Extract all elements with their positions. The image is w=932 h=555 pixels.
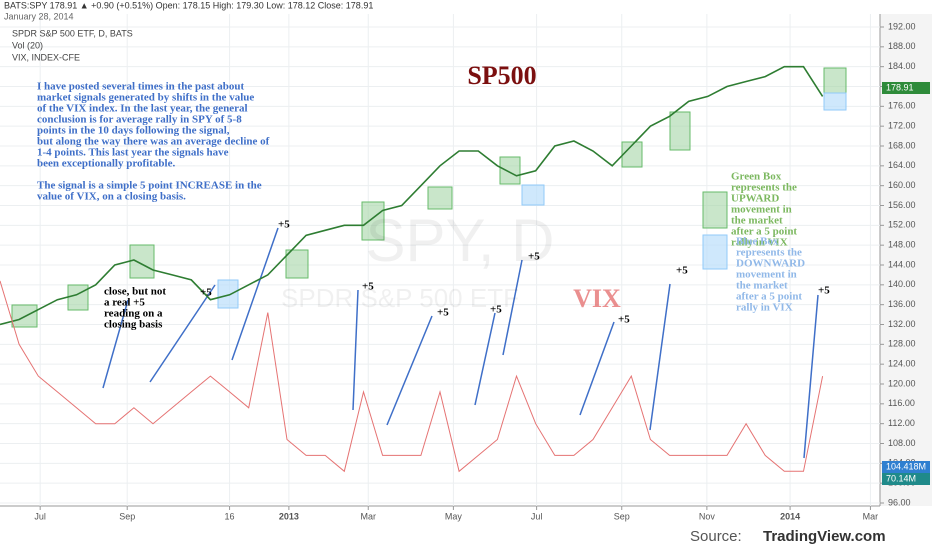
- x-tick-label: May: [445, 511, 463, 521]
- note-line: market signals generated by shifts in th…: [37, 92, 254, 104]
- blue-note-line: DOWNWARD: [736, 258, 805, 270]
- blue-note-line: movement in: [736, 269, 797, 281]
- green-note-line: UPWARD: [731, 193, 779, 205]
- note-line: I have posted several times in the past …: [37, 81, 245, 93]
- legend-item: Vol (20): [12, 40, 43, 50]
- y-tick-label: 120.00: [888, 378, 916, 388]
- y-tick-label: 188.00: [888, 41, 916, 51]
- y-tick-label: 184.00: [888, 61, 916, 71]
- y-tick-label: 176.00: [888, 101, 916, 111]
- signal-boxes: [11, 67, 847, 328]
- green-note-line: movement in: [731, 204, 792, 216]
- price-line: [0, 65, 824, 326]
- y-tick-label: 116.00: [888, 398, 915, 408]
- note-line: points in the 10 days following the sign…: [37, 125, 230, 137]
- price-badge-label: 104.418M: [886, 461, 926, 471]
- price-badge-label: 178.91: [886, 82, 914, 92]
- y-tick-label: 156.00: [888, 200, 916, 210]
- legend-item: VIX, INDEX-CFE: [12, 52, 80, 62]
- date: January 28, 2014: [4, 11, 74, 21]
- y-tick-label: 108.00: [888, 438, 916, 448]
- price-axis: [880, 14, 932, 506]
- signal-label: +5: [437, 307, 449, 319]
- y-tick-label: 168.00: [888, 140, 916, 150]
- close-note-line: close, but not: [104, 286, 166, 298]
- legend-item: SPDR S&P 500 ETF, D, BATS: [12, 28, 133, 38]
- x-tick-label: Nov: [699, 511, 716, 521]
- green-note-line: Green Box: [731, 171, 782, 183]
- y-tick-label: 96.00: [888, 497, 911, 507]
- close-note-line: closing basis: [104, 319, 163, 331]
- y-tick-label: 132.00: [888, 319, 916, 329]
- x-tick-label: Sep: [614, 511, 630, 521]
- green-note-line: represents the: [731, 182, 797, 194]
- signal-label: +5: [818, 285, 830, 297]
- source-site: TradingView.com: [763, 528, 886, 545]
- x-tick-label: 2014: [780, 511, 800, 521]
- blue-note-line: the market: [736, 280, 788, 292]
- x-tick-label: 16: [225, 511, 235, 521]
- green-note-line: after a 5 point: [731, 226, 797, 238]
- note-line: been exceptionally profitable.: [37, 158, 175, 170]
- y-tick-label: 140.00: [888, 279, 916, 289]
- signal-label: +5: [676, 265, 688, 277]
- blue-note-line: rally in VIX: [736, 302, 793, 314]
- note-line: conclusion is for average rally in SPY o…: [37, 114, 242, 126]
- signal-label: +5: [528, 251, 540, 263]
- trend-lines: [102, 227, 819, 459]
- blue-note-line: after a 5 point: [736, 291, 802, 303]
- y-tick-label: 148.00: [888, 240, 916, 250]
- watermark-sub: SPDR S&P 500 ETF: [281, 283, 519, 313]
- x-tick-label: Jul: [34, 511, 46, 521]
- y-tick-label: 112.00: [888, 418, 915, 428]
- note-line: value of VIX, on a closing basis.: [37, 191, 186, 203]
- y-tick-label: 136.00: [888, 299, 916, 309]
- note-line: The signal is a simple 5 point INCREASE …: [37, 180, 262, 192]
- vix-title: VIX: [573, 284, 621, 313]
- signal-label: +5: [362, 281, 374, 293]
- note-line: but along the way there was an average d…: [37, 136, 270, 148]
- green-note-line: the market: [731, 215, 783, 227]
- header: BATS:SPY 178.91 ▲ +0.90 (+0.51%) Open: 1…: [4, 0, 373, 10]
- blue-note-line: Blue Box: [736, 236, 779, 248]
- y-tick-label: 192.00: [888, 21, 916, 31]
- x-tick-label: Mar: [863, 511, 879, 521]
- price-badge: [882, 82, 930, 94]
- y-tick-label: 144.00: [888, 259, 916, 269]
- close-note-line: a real +5: [104, 297, 145, 309]
- green-note-line: rally in VIX: [731, 237, 788, 249]
- price-badge: [882, 461, 930, 473]
- y-tick-label: 128.00: [888, 339, 916, 349]
- title: SP500: [467, 61, 536, 90]
- x-tick-label: Sep: [119, 511, 135, 521]
- x-tick-label: Mar: [361, 511, 377, 521]
- y-tick-label: 152.00: [888, 220, 916, 230]
- source-label: Source:: [690, 528, 742, 545]
- signal-label: +5: [278, 219, 290, 231]
- vix-line: [0, 280, 824, 473]
- blue-note-line: represents the: [736, 247, 802, 259]
- y-tick-label: 124.00: [888, 359, 916, 369]
- watermark: SPY, D: [366, 207, 555, 274]
- note-line: of the VIX index. In the last year, the …: [37, 103, 248, 115]
- signal-label: +5: [200, 287, 212, 299]
- close-note-line: reading on a: [104, 308, 163, 320]
- y-tick-label: 160.00: [888, 180, 916, 190]
- signal-label: +5: [618, 314, 630, 326]
- signal-label: +5: [490, 304, 502, 316]
- price-badge-label: 70.14M: [886, 473, 916, 483]
- y-tick-label: 164.00: [888, 160, 916, 170]
- x-tick-label: Jul: [531, 511, 543, 521]
- x-tick-label: 2013: [279, 511, 299, 521]
- y-tick-label: 172.00: [888, 121, 916, 131]
- note-line: 1-4 points. This last year the signals h…: [37, 147, 229, 159]
- price-badge: [882, 473, 930, 485]
